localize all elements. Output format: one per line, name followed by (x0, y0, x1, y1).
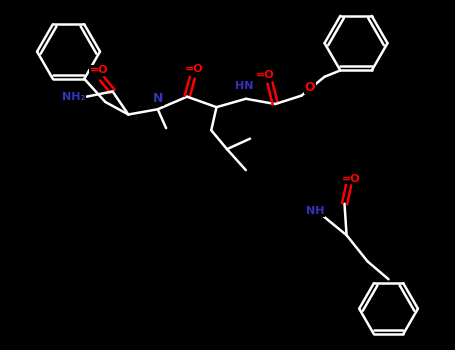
Text: =O: =O (185, 64, 204, 75)
Text: HN: HN (234, 81, 253, 91)
Text: N: N (152, 92, 163, 105)
Text: O: O (304, 81, 315, 94)
Text: =O: =O (341, 174, 360, 183)
Text: =O: =O (90, 65, 108, 76)
Text: NH₂: NH₂ (62, 92, 86, 102)
Text: NH: NH (306, 206, 324, 216)
Text: =O: =O (255, 70, 274, 80)
